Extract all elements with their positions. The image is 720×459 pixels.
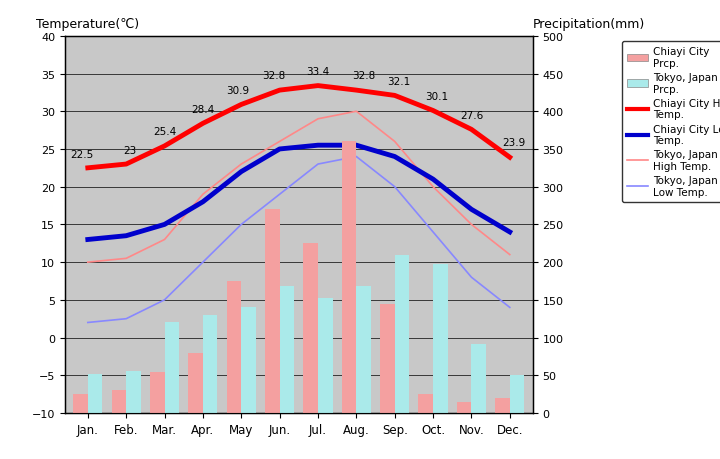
Text: 27.6: 27.6 — [460, 110, 483, 120]
Text: Temperature(℃): Temperature(℃) — [36, 18, 139, 31]
Bar — [189, 353, 203, 413]
Bar — [318, 298, 333, 413]
Text: 30.9: 30.9 — [226, 85, 249, 95]
Bar — [418, 394, 433, 413]
Bar — [279, 286, 294, 413]
Bar — [380, 304, 395, 413]
Text: 23.9: 23.9 — [502, 138, 526, 148]
Bar — [472, 344, 486, 413]
Text: 28.4: 28.4 — [192, 104, 215, 114]
Text: 23: 23 — [123, 146, 137, 156]
Bar — [88, 374, 102, 413]
Bar — [112, 391, 126, 413]
Text: 32.8: 32.8 — [262, 71, 286, 81]
Bar — [395, 255, 409, 413]
Bar — [342, 142, 356, 413]
Text: 22.5: 22.5 — [71, 150, 94, 159]
Bar — [303, 244, 318, 413]
Bar — [495, 398, 510, 413]
Text: 32.1: 32.1 — [387, 77, 410, 86]
Bar — [203, 315, 217, 413]
Bar — [227, 281, 241, 413]
Bar — [150, 372, 165, 413]
Bar — [356, 286, 371, 413]
Bar — [126, 371, 140, 413]
Bar — [510, 375, 524, 413]
Bar — [241, 308, 256, 413]
Bar — [165, 323, 179, 413]
Bar — [265, 210, 279, 413]
Bar — [457, 402, 472, 413]
Bar — [73, 394, 88, 413]
Text: 33.4: 33.4 — [306, 67, 330, 77]
Text: Precipitation(mm): Precipitation(mm) — [533, 18, 645, 31]
Text: 25.4: 25.4 — [153, 127, 176, 137]
Legend: Chiayi City
Prcp., Tokyo, Japan
Prcp., Chiayi City High
Temp., Chiayi City Low
T: Chiayi City Prcp., Tokyo, Japan Prcp., C… — [622, 42, 720, 202]
Text: 32.8: 32.8 — [352, 71, 376, 81]
Text: 30.1: 30.1 — [426, 91, 449, 101]
Bar — [433, 265, 448, 413]
